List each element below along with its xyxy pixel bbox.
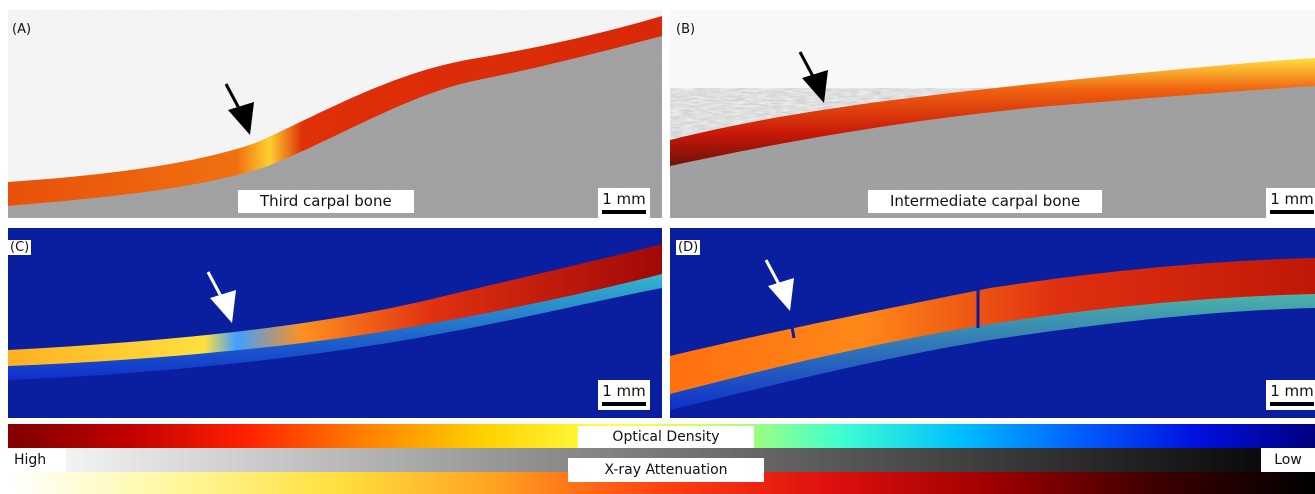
arrow-icon [764, 259, 794, 311]
panel-d-label: (D) [676, 240, 701, 255]
xray-attenuation-colorbar [8, 472, 1315, 494]
scale-label: 1 mm [1270, 382, 1314, 400]
arrow-icon [206, 271, 236, 323]
low-label: Low [1261, 448, 1315, 472]
scale-bar-line [602, 402, 646, 406]
scale-label: 1 mm [602, 382, 646, 400]
panel-d-image [670, 228, 1315, 418]
panel-a-scale-bar: 1 mm [598, 188, 650, 218]
panel-b-caption: Intermediate carpal bone [868, 190, 1103, 213]
panel-a-image [8, 10, 662, 218]
panel-a-ct-third-carpal: (A) Third carpal bone 1 mm [8, 10, 662, 218]
high-label: High [8, 448, 66, 472]
xray-attenuation-label: X-ray Attenuation [568, 458, 764, 482]
color-scale-legend: Optical Density X-ray Attenuation High L… [8, 422, 1315, 494]
panel-c-optical-density: (C) 1 mm [8, 228, 662, 418]
scale-label: 1 mm [602, 190, 646, 208]
panel-d-scale-bar: 1 mm [1266, 380, 1315, 410]
panel-b-ct-intermediate-carpal: (B) Intermediate carpal bone 1 mm [670, 10, 1315, 218]
panel-b-image [670, 10, 1315, 218]
scale-label: 1 mm [1270, 190, 1314, 208]
arrow-icon [798, 51, 828, 103]
panel-b-label: (B) [676, 22, 696, 37]
scale-bar-line [1270, 402, 1314, 406]
panel-a-caption: Third carpal bone [238, 190, 414, 213]
panel-c-image [8, 228, 662, 418]
arrow-icon [224, 83, 254, 135]
panel-d-optical-density: (D) 1 mm [670, 228, 1315, 418]
scale-bar-line [1270, 210, 1314, 214]
optical-density-label: Optical Density [578, 426, 754, 448]
panel-c-label: (C) [8, 240, 32, 255]
panel-a-label: (A) [12, 22, 32, 37]
panel-c-scale-bar: 1 mm [598, 380, 650, 410]
scale-bar-line [602, 210, 646, 214]
panel-b-scale-bar: 1 mm [1266, 188, 1315, 218]
